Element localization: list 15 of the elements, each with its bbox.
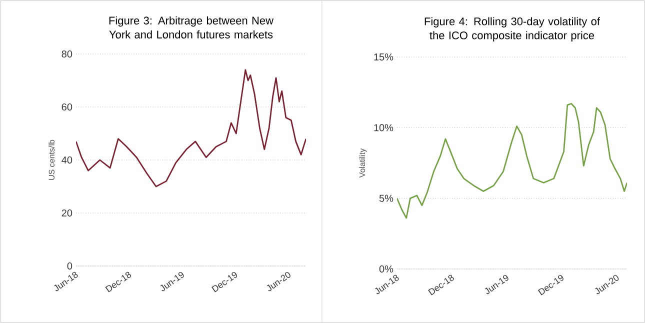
- line-series: [397, 102, 627, 219]
- y-axis-title: US cents/lb: [48, 140, 54, 180]
- y-tick-label: 5%: [379, 194, 394, 202]
- y-tick-label: 15%: [374, 53, 394, 61]
- line-series: [76, 69, 306, 188]
- y-tick-label: 0: [67, 262, 72, 270]
- y-tick-label: 20: [62, 209, 72, 217]
- y-tick-label: 0%: [379, 265, 394, 273]
- y-tick-label: 80: [62, 50, 72, 58]
- y-tick-label: 10%: [374, 124, 394, 132]
- y-tick-label: 60: [62, 103, 72, 111]
- y-tick-label: 40: [62, 156, 72, 164]
- y-axis-title: Volatility: [359, 148, 367, 178]
- chart-title: Figure 3: Arbitrage between New York and London futures markets: [109, 16, 274, 38]
- chart-title: Figure 4: Rolling 30-day volatility of the ICO composite indicator price: [424, 17, 600, 42]
